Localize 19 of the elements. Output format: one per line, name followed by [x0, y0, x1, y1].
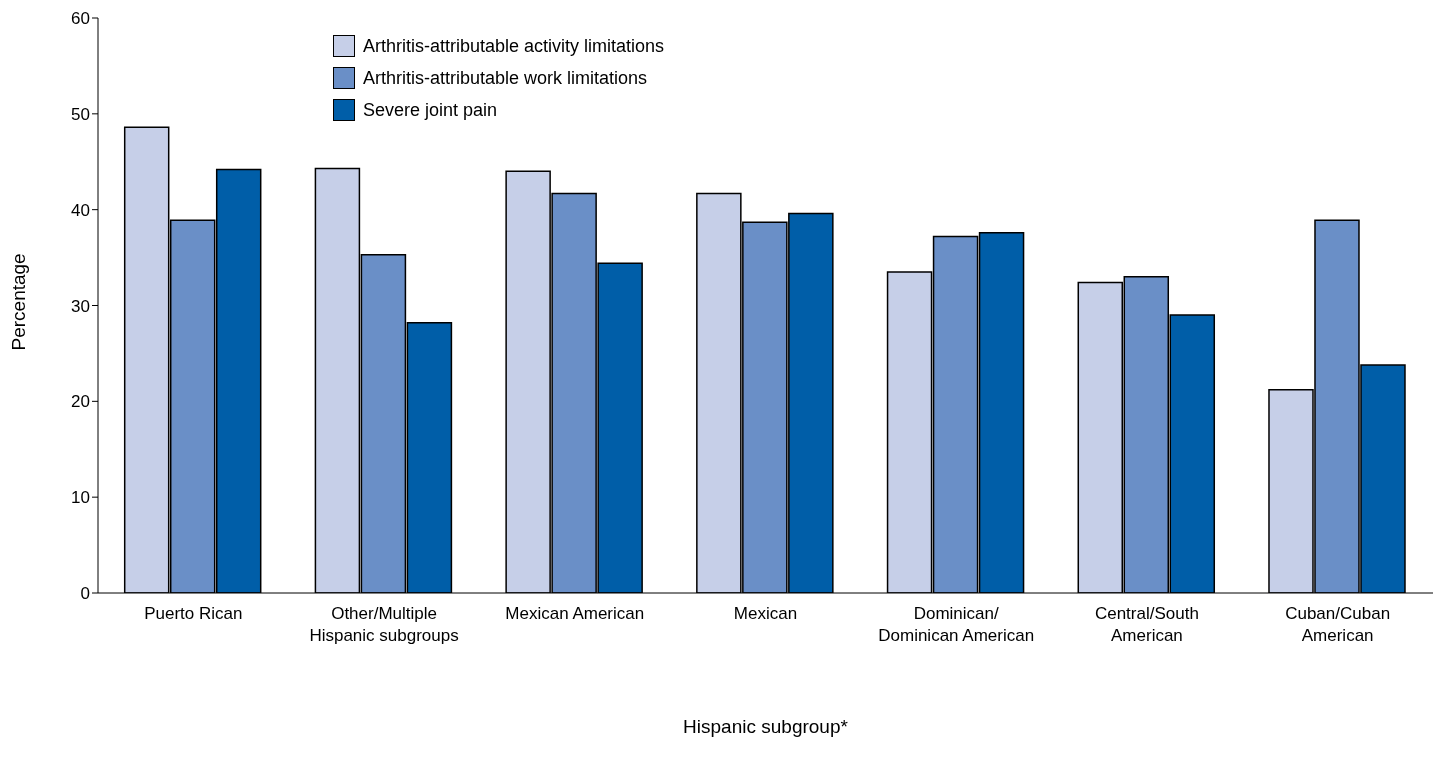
y-tick-label: 20	[71, 392, 90, 412]
x-axis-title: Hispanic subgroup*	[683, 716, 849, 737]
y-axis-title: Percentage	[7, 253, 29, 351]
y-tick-label: 0	[80, 584, 90, 604]
y-tick-label: 30	[71, 296, 90, 316]
x-tick-label: Other/Multiple Hispanic subgroups	[309, 604, 459, 645]
y-tick-label: 60	[71, 9, 90, 29]
x-tick-label: Mexican	[733, 604, 798, 623]
legend-label: Arthritis-attributable activity limitations	[363, 35, 665, 58]
legend-label: Severe joint pain	[363, 99, 498, 122]
x-tick-label: Dominican/Dominican American	[878, 604, 1035, 645]
y-tick-label: 40	[71, 200, 90, 220]
x-tick-label: Puerto Rican	[144, 604, 243, 623]
y-tick-label: 50	[71, 104, 90, 124]
legend-label: Arthritis-attributable work limitations	[363, 67, 648, 90]
x-tick-label: Cuban/Cuban American	[1285, 604, 1391, 645]
y-tick-label: 10	[71, 488, 90, 508]
x-tick-label: Mexican American	[505, 604, 645, 623]
x-tick-label: Central/South American	[1094, 604, 1199, 645]
